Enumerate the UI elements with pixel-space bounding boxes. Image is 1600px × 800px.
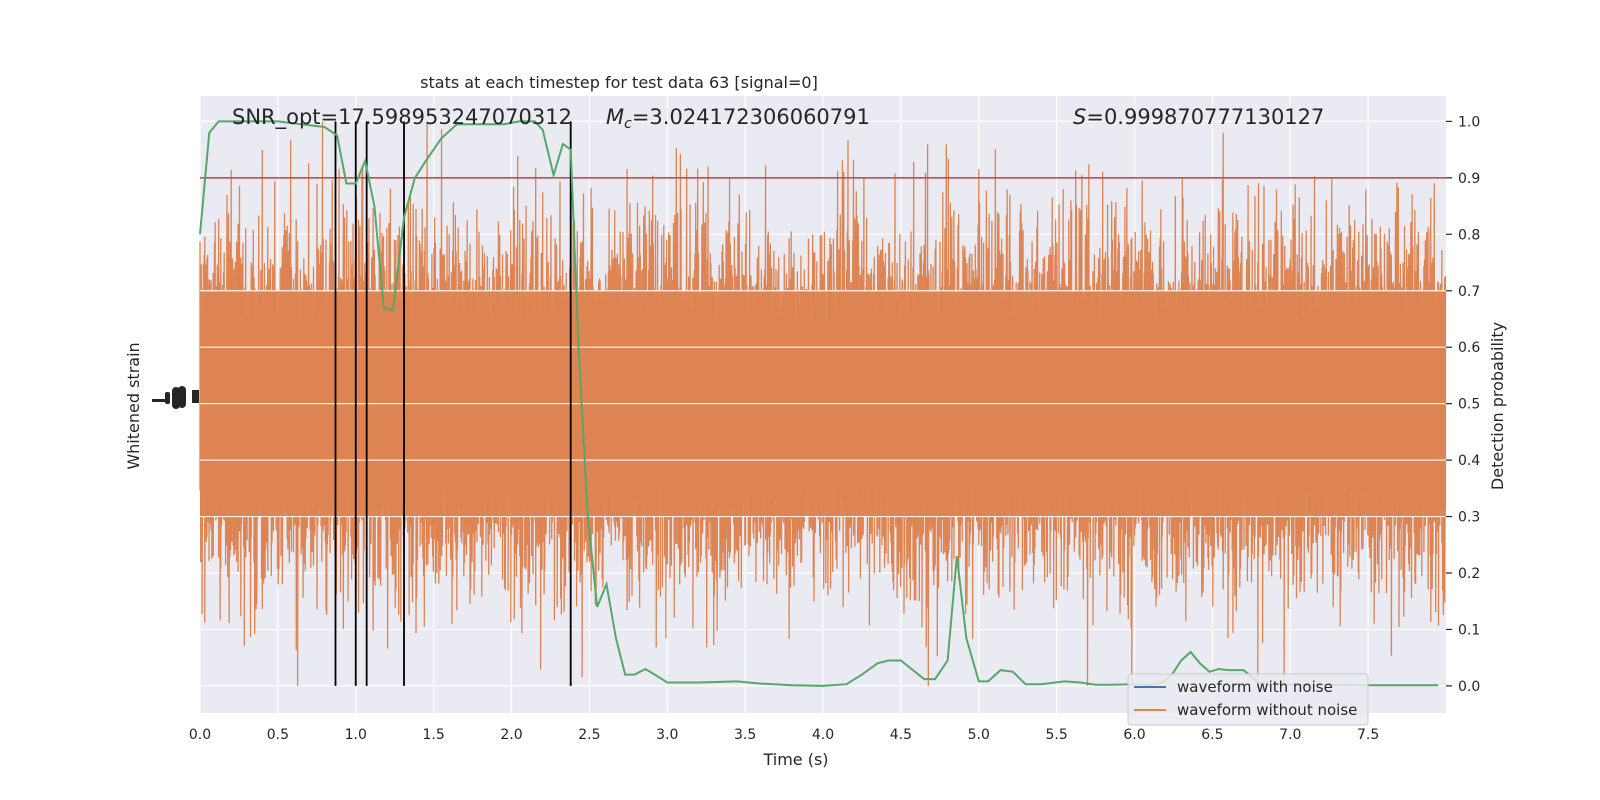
y-tick-label-right: 1.0 <box>1458 114 1480 130</box>
x-tick-label: 2.0 <box>500 727 522 743</box>
y-tick-label-right: 0.3 <box>1458 510 1480 526</box>
x-tick-label: 1.0 <box>345 727 367 743</box>
plot-area <box>199 120 1447 687</box>
probability-line-group <box>199 120 1439 687</box>
chirp-mass-symbol: M <box>606 105 624 129</box>
legend-label-waveform-without-noise: waveform without noise <box>1177 701 1357 719</box>
s-value: =0.999870777130127 <box>1086 105 1324 129</box>
legend-box <box>1127 673 1369 726</box>
s-annotation: S=0.999870777130127 <box>1073 105 1324 129</box>
y-tick-label-right: 0.2 <box>1458 566 1480 582</box>
x-tick-label: 4.0 <box>812 727 834 743</box>
x-tick-label: 5.5 <box>1045 727 1067 743</box>
y-axis-right: 0.0 0.1 0.2 0.3 0.4 0.5 0.6 0.7 0.8 0.9 1.0 <box>1446 114 1480 695</box>
strain-waveform-band <box>199 121 1447 686</box>
y-tick-label-right: 0.5 <box>1458 397 1480 413</box>
x-axis-title: Time (s) <box>762 750 828 769</box>
detection-probability-line <box>199 120 1439 687</box>
left-axis-overlapping-ticks <box>152 386 199 409</box>
chart-title: stats at each timestep for test data 63 … <box>420 73 818 92</box>
y-axis-left-title: Whitened strain <box>124 342 143 469</box>
legend-label-waveform-with-noise: waveform with noise <box>1177 678 1333 696</box>
y-tick-label-right: 0.4 <box>1458 453 1480 469</box>
y-tick-label-right: 0.8 <box>1458 227 1480 243</box>
left-tick-mark <box>192 390 199 403</box>
chirp-mass-annotation: Mc=3.024172306060791 <box>606 105 870 132</box>
y-tick-label-right: 0.7 <box>1458 284 1480 300</box>
x-tick-label: 3.5 <box>734 727 756 743</box>
x-tick-label: 6.0 <box>1123 727 1145 743</box>
x-tick-label: 3.0 <box>656 727 678 743</box>
x-tick-label: 7.0 <box>1279 727 1301 743</box>
x-tick-label: 0.0 <box>189 727 211 743</box>
y-tick-label-right: 0.9 <box>1458 171 1480 187</box>
left-tick-mark <box>165 392 170 404</box>
x-axis: 0.0 0.5 1.0 1.5 2.0 2.5 3.0 3.5 4.0 4.5 5.0 5.5 6.0 6… <box>189 727 1379 743</box>
chirp-mass-subscript: c <box>624 116 632 132</box>
x-tick-label: 5.0 <box>968 727 990 743</box>
x-tick-label: 4.5 <box>890 727 912 743</box>
snr-annotation: SNR_opt=17.598953247070312 <box>232 105 572 130</box>
x-tick-label: 6.5 <box>1201 727 1223 743</box>
x-tick-label: 1.5 <box>422 727 444 743</box>
y-tick-label-right: 0.6 <box>1458 340 1480 356</box>
y-tick-label-right: 0.1 <box>1458 622 1480 638</box>
x-tick-label: 0.5 <box>267 727 289 743</box>
y-tick-label-right: 0.0 <box>1458 679 1480 695</box>
y-axis-right-title: Detection probability <box>1488 322 1507 490</box>
x-tick-label: 2.5 <box>578 727 600 743</box>
left-tick-mark <box>178 386 186 408</box>
s-symbol: S <box>1073 105 1086 129</box>
left-tick-mark <box>152 399 166 402</box>
x-tick-label: 7.5 <box>1357 727 1379 743</box>
legend: waveform with noise waveform without noi… <box>1127 673 1369 726</box>
chirp-mass-value: =3.024172306060791 <box>632 105 870 129</box>
